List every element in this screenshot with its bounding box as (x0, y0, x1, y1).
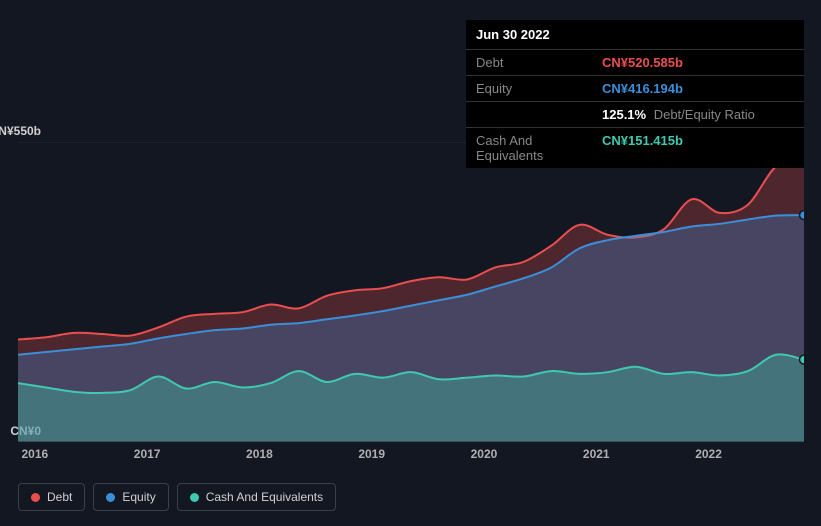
x-axis: 2016 2017 2018 2019 2020 2021 2022 (18, 447, 804, 465)
x-tick-label: 2022 (695, 447, 722, 461)
legend-label: Debt (47, 490, 72, 504)
tooltip-row-value: CN¥151.415b (602, 133, 683, 163)
chart-legend: Debt Equity Cash And Equivalents (18, 483, 336, 511)
tooltip-row-label: Debt (476, 55, 602, 70)
x-tick-label: 2019 (358, 447, 385, 461)
legend-dot-icon (106, 493, 115, 502)
tooltip-row: EquityCN¥416.194b (466, 76, 804, 102)
legend-label: Equity (122, 490, 155, 504)
x-tick-label: 2021 (583, 447, 610, 461)
legend-item[interactable]: Cash And Equivalents (177, 483, 336, 511)
x-tick-label: 2016 (21, 447, 48, 461)
tooltip-row: Cash And EquivalentsCN¥151.415b (466, 128, 804, 168)
tooltip-row: 125.1% Debt/Equity Ratio (466, 102, 804, 128)
tooltip-row: DebtCN¥520.585b (466, 50, 804, 76)
tooltip-row-label (476, 107, 602, 122)
legend-label: Cash And Equivalents (206, 490, 323, 504)
legend-item[interactable]: Debt (18, 483, 85, 511)
legend-item[interactable]: Equity (93, 483, 168, 511)
x-tick-label: 2017 (134, 447, 161, 461)
series-end-marker (800, 211, 805, 220)
tooltip-row-value: CN¥416.194b (602, 81, 683, 96)
tooltip-row-label: Cash And Equivalents (476, 133, 602, 163)
legend-dot-icon (190, 493, 199, 502)
series-end-marker (800, 355, 805, 364)
tooltip-row-label: Equity (476, 81, 602, 96)
tooltip-date: Jun 30 2022 (466, 20, 804, 50)
x-tick-label: 2018 (246, 447, 273, 461)
tooltip-row-extra: Debt/Equity Ratio (650, 107, 755, 122)
y-label-top: CN¥550b (0, 124, 41, 138)
tooltip-row-value: 125.1% Debt/Equity Ratio (602, 107, 755, 122)
tooltip-row-value: CN¥520.585b (602, 55, 683, 70)
chart-tooltip: Jun 30 2022 DebtCN¥520.585bEquityCN¥416.… (466, 20, 804, 168)
legend-dot-icon (31, 493, 40, 502)
x-tick-label: 2020 (471, 447, 498, 461)
area-chart[interactable] (18, 142, 804, 442)
